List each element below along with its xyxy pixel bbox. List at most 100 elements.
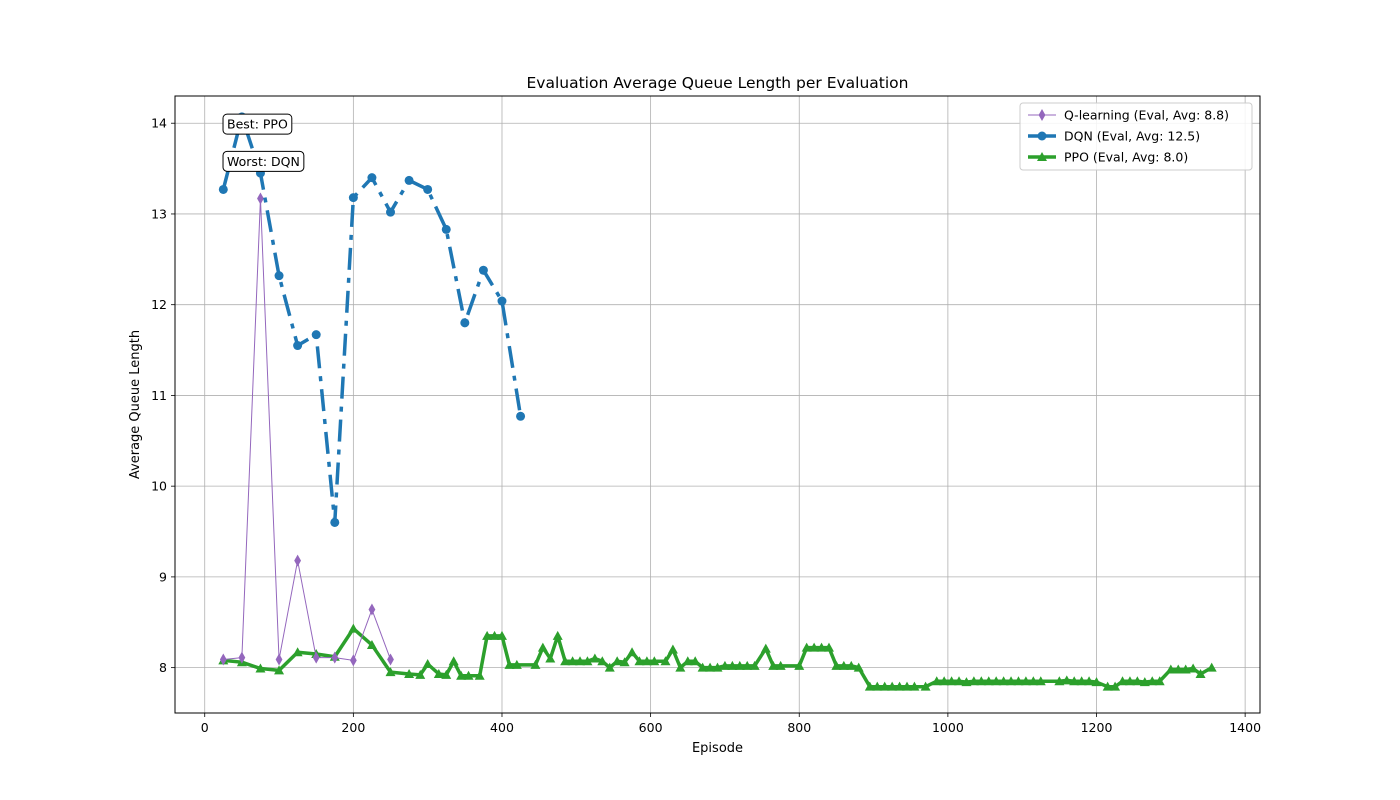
- axes: 0 200 400 600 800 1000 1200 1400 8 9 10 11 12 13 14: [151, 116, 1261, 735]
- data-point-ppo: [660, 656, 671, 666]
- legend-box: [1019, 102, 1253, 171]
- data-point-ppo: [749, 660, 760, 670]
- data-point-ppo: [734, 660, 745, 670]
- data-point-ppo: [961, 677, 972, 687]
- y-tick-label: 14: [151, 116, 167, 131]
- data-point-ppo: [545, 653, 556, 663]
- x-tick-label: 600: [639, 720, 663, 735]
- data-point-ppo: [853, 662, 864, 672]
- plot-frame: [174, 95, 1261, 714]
- data-point-dqn: [311, 330, 321, 340]
- data-point-ppo: [1006, 676, 1017, 686]
- data-point-ppo: [641, 656, 652, 666]
- data-point-q-learning: [294, 554, 302, 567]
- data-point-q-learning: [219, 653, 227, 666]
- y-axis-label: Average Queue Length: [128, 330, 143, 479]
- data-point-ppo: [1054, 676, 1065, 686]
- annotation: Worst: DQN: [222, 150, 305, 172]
- data-point-ppo: [667, 644, 678, 654]
- data-point-ppo: [1020, 676, 1031, 686]
- data-point-ppo: [775, 660, 786, 670]
- data-point-ppo: [727, 660, 738, 670]
- data-point-ppo: [537, 642, 548, 652]
- data-point-ppo: [864, 681, 875, 691]
- x-tick-label: 1400: [1229, 720, 1261, 735]
- x-tick-label: 0: [201, 720, 209, 735]
- data-point-ppo: [1028, 676, 1039, 686]
- legend-marker: [1037, 152, 1047, 161]
- data-point-ppo: [1102, 681, 1113, 691]
- data-point-ppo: [809, 642, 820, 652]
- data-point-dqn: [348, 193, 358, 203]
- series-line-q-learning: [223, 198, 391, 661]
- data-point-ppo: [705, 662, 716, 672]
- chart-title: Evaluation Average Queue Length per Eval…: [527, 74, 909, 92]
- legend-label: DQN (Eval, Avg: 12.5): [1064, 129, 1200, 144]
- series-ppo: [218, 623, 1217, 691]
- x-tick-label: 200: [341, 720, 365, 735]
- y-tick-label: 10: [151, 479, 167, 494]
- data-point-ppo: [1206, 662, 1217, 672]
- data-point-ppo: [954, 676, 965, 686]
- data-point-ppo: [292, 647, 303, 657]
- data-point-ppo: [768, 660, 779, 670]
- data-point-ppo: [489, 630, 500, 640]
- data-point-ppo: [456, 670, 467, 680]
- legend-item-q-learning: Q-learning (Eval, Avg: 8.8): [1028, 108, 1229, 123]
- data-point-dqn: [423, 184, 433, 194]
- data-point-ppo: [530, 659, 541, 669]
- data-point-q-learning: [349, 654, 357, 667]
- data-point-ppo: [511, 659, 522, 669]
- data-point-ppo: [589, 653, 600, 663]
- grid: [175, 96, 1260, 713]
- data-point-ppo: [552, 630, 563, 640]
- data-point-ppo: [448, 656, 459, 666]
- data-point-ppo: [682, 656, 693, 666]
- data-point-q-learning: [275, 653, 283, 666]
- y-tick-label: 13: [151, 206, 167, 221]
- data-point-ppo: [1110, 681, 1121, 691]
- data-point-ppo: [560, 656, 571, 666]
- data-point-ppo: [1124, 676, 1135, 686]
- data-point-q-learning: [257, 192, 264, 205]
- data-point-ppo: [575, 656, 586, 666]
- x-tick-label: 1200: [1081, 720, 1113, 735]
- data-point-ppo: [463, 670, 474, 680]
- data-point-dqn: [330, 517, 340, 527]
- data-point-ppo: [474, 670, 485, 680]
- data-point-ppo: [348, 623, 359, 633]
- data-point-ppo: [1035, 676, 1046, 686]
- x-tick-label: 1000: [932, 720, 964, 735]
- data-point-ppo: [760, 643, 771, 653]
- annotation-text: Worst: DQN: [227, 154, 300, 169]
- annotation-text: Best: PPO: [227, 117, 288, 132]
- data-point-ppo: [255, 663, 266, 673]
- data-point-ppo: [983, 676, 994, 686]
- data-point-ppo: [422, 659, 433, 669]
- data-point-ppo: [838, 660, 849, 670]
- data-point-ppo: [920, 681, 931, 691]
- y-tick-label: 8: [159, 660, 167, 675]
- annotations: Best: PPO Worst: DQN: [222, 113, 305, 172]
- annotation-box: [222, 150, 305, 172]
- data-point-ppo: [823, 642, 834, 652]
- data-point-ppo: [1013, 676, 1024, 686]
- legend-label: Q-learning (Eval, Avg: 8.8): [1064, 108, 1229, 123]
- data-point-dqn: [274, 271, 284, 281]
- data-point-ppo: [1165, 664, 1176, 674]
- data-point-ppo: [433, 668, 444, 678]
- data-point-ppo: [846, 660, 857, 670]
- data-point-ppo: [404, 668, 415, 678]
- legend: Q-learning (Eval, Avg: 8.8) DQN (Eval, Av…: [1019, 102, 1253, 171]
- data-point-dqn: [218, 184, 228, 194]
- data-point-ppo: [1132, 676, 1143, 686]
- data-point-q-learning: [368, 603, 376, 616]
- data-point-ppo: [582, 656, 593, 666]
- legend-item-ppo: PPO (Eval, Avg: 8.0): [1028, 150, 1188, 165]
- data-point-ppo: [887, 681, 898, 691]
- data-point-ppo: [801, 642, 812, 652]
- data-point-ppo: [931, 676, 942, 686]
- data-point-ppo: [627, 647, 638, 657]
- data-point-ppo: [1188, 663, 1199, 673]
